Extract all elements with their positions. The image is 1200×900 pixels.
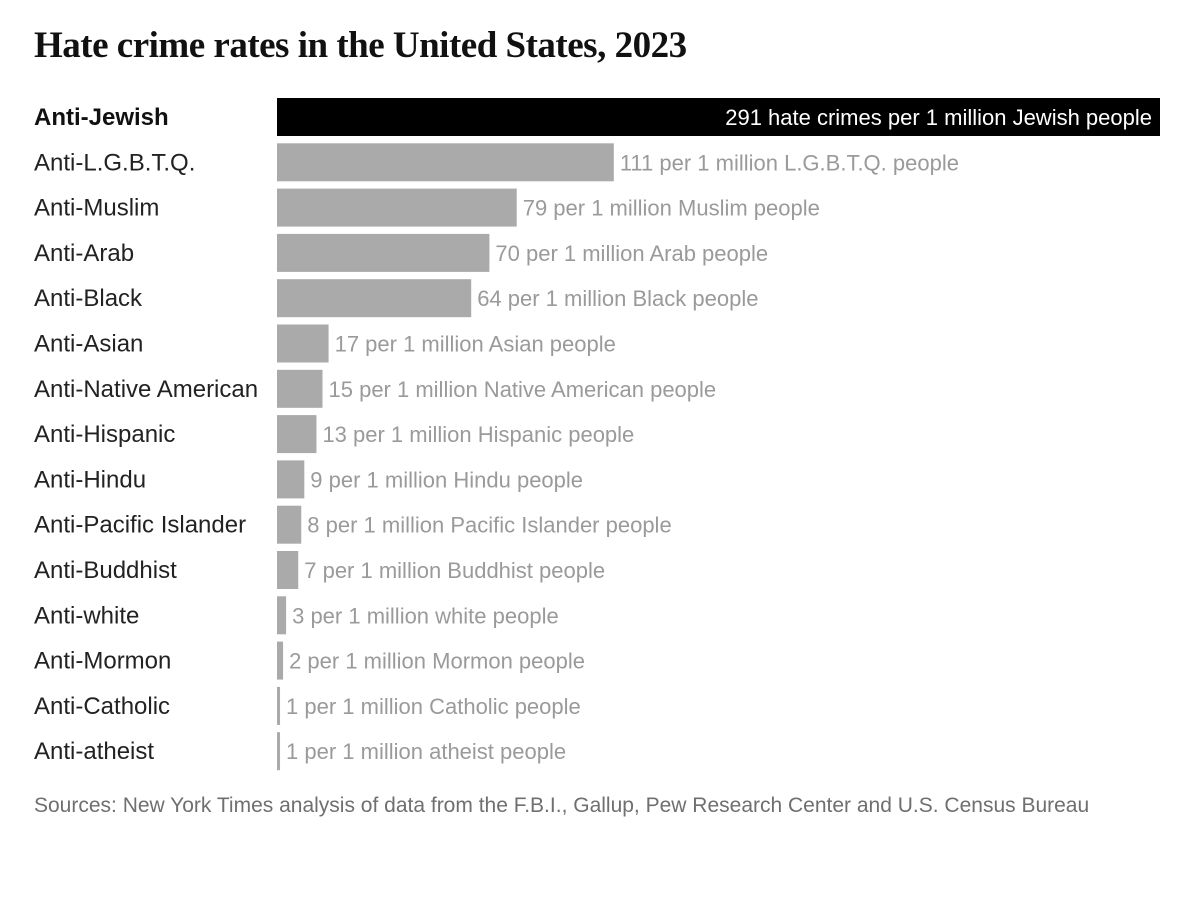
- value-label-anti-hindu: 9 per 1 million Hindu people: [310, 467, 583, 492]
- value-label-anti-hispanic: 13 per 1 million Hispanic people: [322, 422, 634, 447]
- category-label-anti-jewish: Anti-Jewish: [34, 104, 169, 131]
- chart-title: Hate crime rates in the United States, 2…: [34, 25, 687, 66]
- value-label-anti-jewish: 291 hate crimes per 1 million Jewish peo…: [725, 105, 1152, 130]
- bar-anti-white: [277, 596, 287, 635]
- category-label-anti-l-g-b-t-q: Anti-L.G.B.T.Q.: [34, 149, 195, 176]
- value-label-anti-muslim: 79 per 1 million Muslim people: [523, 196, 820, 221]
- bar-anti-l-g-b-t-q: [277, 143, 614, 182]
- category-label-anti-hispanic: Anti-Hispanic: [34, 421, 175, 448]
- category-label-anti-atheist: Anti-atheist: [34, 738, 154, 765]
- bar-anti-arab: [277, 233, 490, 272]
- bar-anti-native-american: [277, 369, 323, 408]
- category-label-anti-arab: Anti-Arab: [34, 240, 134, 267]
- category-label-anti-pacific-islander: Anti-Pacific Islander: [34, 512, 246, 539]
- bar-anti-pacific-islander: [277, 505, 302, 544]
- value-label-anti-buddhist: 7 per 1 million Buddhist people: [304, 558, 605, 583]
- bar-anti-black: [277, 279, 472, 318]
- bar-anti-asian: [277, 324, 329, 363]
- value-label-anti-catholic: 1 per 1 million Catholic people: [286, 694, 581, 719]
- category-label-anti-asian: Anti-Asian: [34, 331, 143, 358]
- bar-anti-muslim: [277, 188, 517, 227]
- category-label-anti-buddhist: Anti-Buddhist: [34, 557, 177, 584]
- value-label-anti-black: 64 per 1 million Black people: [477, 286, 758, 311]
- value-label-anti-arab: 70 per 1 million Arab people: [495, 241, 768, 266]
- value-label-anti-l-g-b-t-q: 111 per 1 million L.G.B.T.Q. people: [620, 150, 959, 175]
- category-label-anti-hindu: Anti-Hindu: [34, 466, 146, 493]
- bar-anti-hindu: [277, 460, 305, 499]
- bar-anti-catholic: [277, 686, 281, 725]
- category-label-anti-catholic: Anti-Catholic: [34, 693, 170, 720]
- category-label-anti-mormon: Anti-Mormon: [34, 648, 171, 675]
- bar-anti-atheist: [277, 732, 281, 771]
- category-label-anti-muslim: Anti-Muslim: [34, 195, 159, 222]
- bar-anti-hispanic: [277, 415, 317, 454]
- bar-anti-jewish: [277, 98, 1160, 136]
- category-label-anti-black: Anti-Black: [34, 285, 143, 312]
- category-label-anti-native-american: Anti-Native American: [34, 376, 258, 403]
- value-label-anti-native-american: 15 per 1 million Native American people: [329, 377, 717, 402]
- category-label-anti-white: Anti-white: [34, 602, 139, 629]
- bar-anti-buddhist: [277, 551, 299, 589]
- chart-source: Sources: New York Times analysis of data…: [34, 794, 1090, 817]
- value-label-anti-asian: 17 per 1 million Asian people: [335, 332, 616, 357]
- value-label-anti-atheist: 1 per 1 million atheist people: [286, 739, 566, 764]
- value-label-anti-mormon: 2 per 1 million Mormon people: [289, 649, 585, 674]
- bar-anti-mormon: [277, 641, 284, 680]
- value-label-anti-white: 3 per 1 million white people: [292, 603, 559, 628]
- value-label-anti-pacific-islander: 8 per 1 million Pacific Islander people: [307, 513, 671, 538]
